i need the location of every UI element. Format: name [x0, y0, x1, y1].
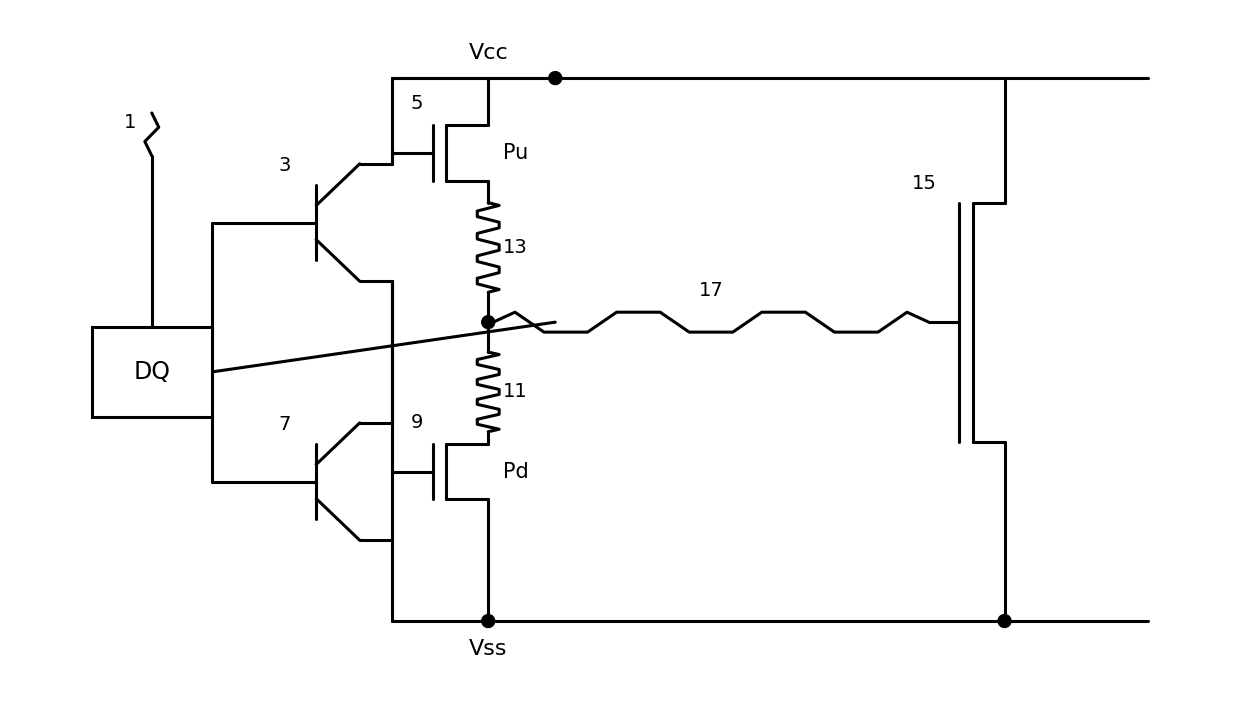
Text: 17: 17	[698, 281, 723, 300]
Circle shape	[549, 72, 562, 84]
Text: Pd: Pd	[503, 462, 529, 481]
Circle shape	[481, 316, 495, 329]
Circle shape	[998, 614, 1011, 627]
Text: DQ: DQ	[133, 360, 170, 384]
Text: 13: 13	[503, 238, 528, 257]
Text: 15: 15	[911, 174, 936, 193]
Text: Vss: Vss	[469, 639, 507, 659]
Text: Vcc: Vcc	[469, 43, 508, 63]
Text: 9: 9	[412, 413, 423, 432]
Text: Pu: Pu	[503, 142, 528, 163]
Text: 11: 11	[503, 382, 528, 401]
Text: 5: 5	[410, 94, 423, 113]
Text: 3: 3	[278, 156, 290, 174]
Bar	[92, 327, 212, 417]
Text: 1: 1	[124, 113, 136, 132]
Text: 7: 7	[278, 414, 290, 434]
Circle shape	[481, 614, 495, 627]
